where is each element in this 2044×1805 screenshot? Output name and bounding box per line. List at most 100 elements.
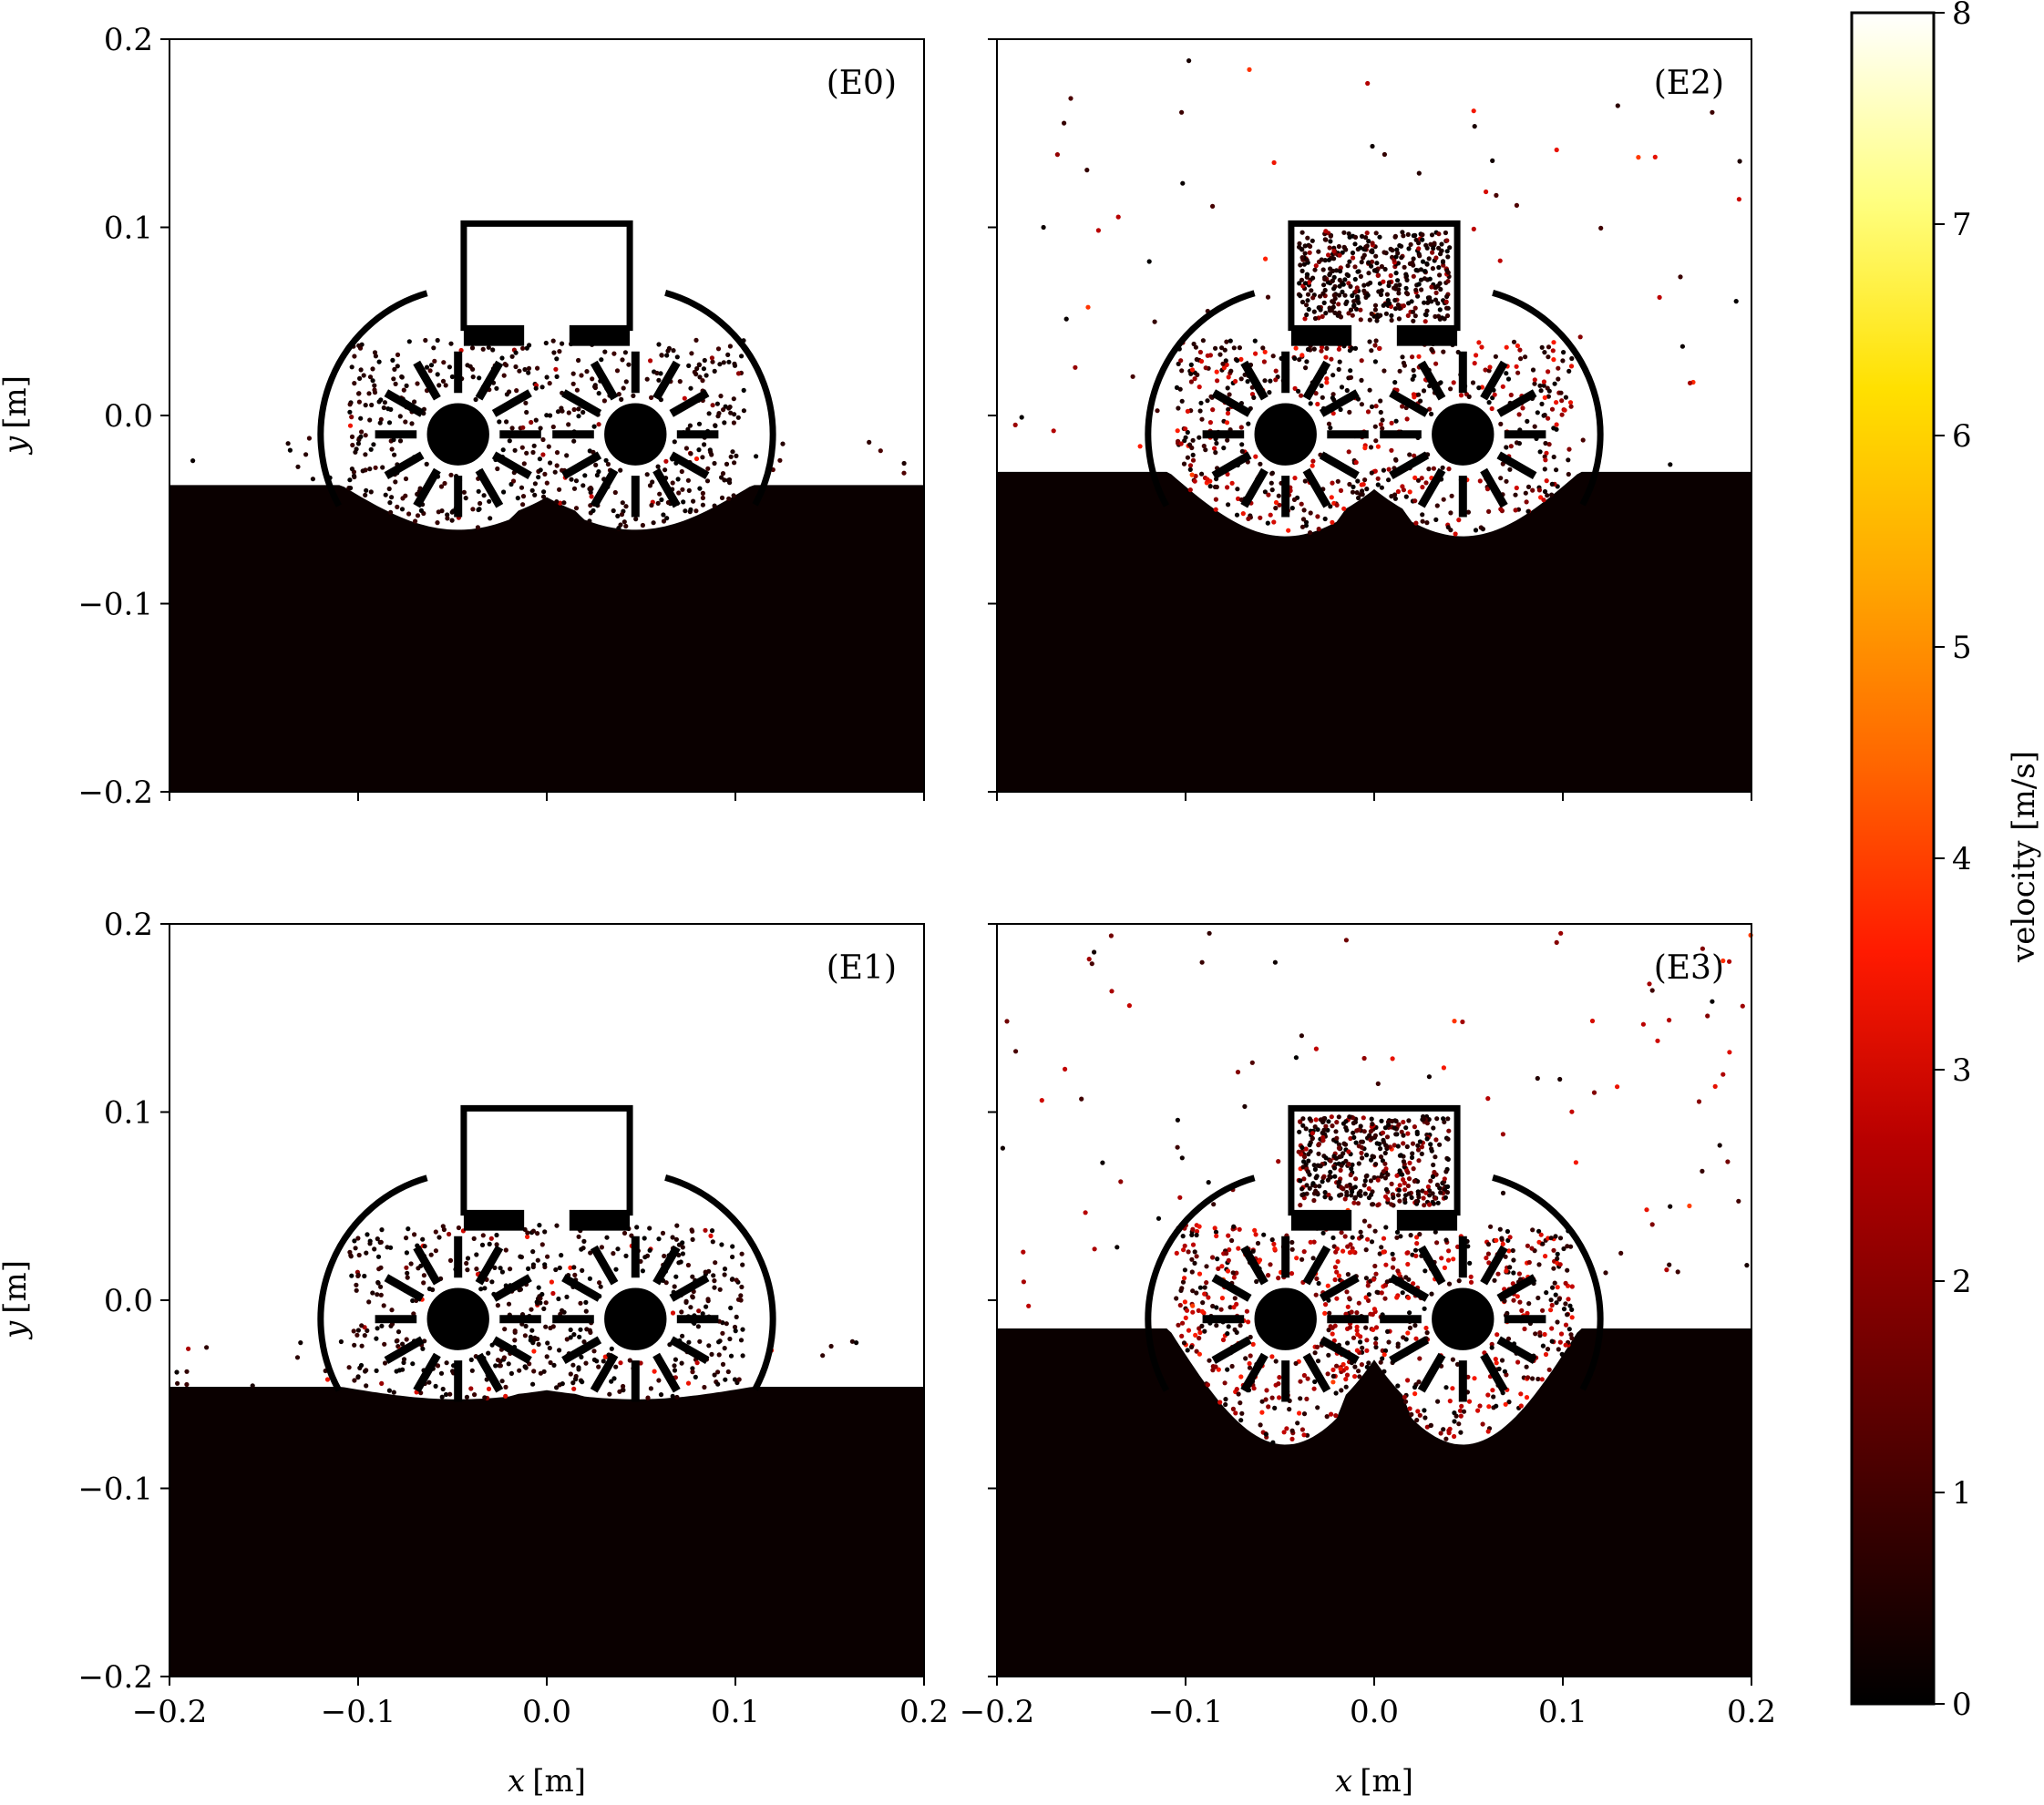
particle [1051,428,1056,434]
particle [1296,388,1301,394]
bucket-particle [1300,1123,1306,1128]
bucket-particle [1404,1144,1410,1150]
particle [1402,1394,1407,1400]
particle [580,1246,586,1251]
particle [1326,1328,1331,1333]
particle [733,1328,738,1334]
x-tick-label: 0.2 [899,1694,949,1730]
particle [465,363,470,368]
particle [1262,349,1268,354]
particle [1220,361,1226,366]
particle [498,1266,503,1271]
particle [1225,411,1231,416]
bucket-particle [1445,270,1451,275]
y-tick-label: −0.1 [77,587,153,623]
particle [1433,517,1439,523]
bucket-particle [1353,1176,1359,1182]
particle [1261,1232,1267,1237]
particle [1369,470,1374,476]
particle [1226,374,1231,380]
particle [1446,467,1452,472]
particle [1422,1306,1427,1311]
particle [1500,1190,1506,1195]
particle [1506,1248,1512,1254]
particle [476,488,481,494]
wheel-spoke [491,1336,532,1365]
particle [1359,358,1364,364]
particle [1412,1384,1418,1390]
particle [1185,1348,1190,1353]
particle [1000,1145,1005,1151]
particle [370,366,375,372]
bucket-particle [1339,1192,1344,1197]
shroud-left [317,290,428,508]
bucket-particle [1351,255,1356,261]
particle [439,1394,445,1400]
particle [550,1290,556,1297]
particle [548,413,553,418]
particle [709,355,715,361]
particle [1429,346,1434,353]
particle [1188,1344,1195,1349]
x-label-unit: [m] [1360,1763,1413,1800]
bucket-particle [1348,307,1354,313]
particle [359,429,365,435]
particle [596,1364,601,1369]
bucket-particle [1347,259,1352,264]
particle [1319,348,1324,354]
particle [621,1383,626,1390]
particle [358,367,364,373]
particle [542,1229,548,1235]
bucket-particle [1411,256,1416,262]
bucket-particle [1419,1144,1424,1150]
bucket-particle [1386,1123,1392,1128]
particle [1412,475,1418,480]
particle [613,1364,619,1369]
particle [820,1353,826,1359]
particle [616,526,621,531]
particle [1511,1257,1516,1263]
bucket-particle [1368,280,1373,286]
particle [1442,1265,1447,1270]
bucket-particle [1350,1189,1355,1195]
particle [687,423,693,428]
particle [184,1369,190,1374]
particle [1207,420,1213,426]
particle [644,376,650,382]
particle [507,438,512,444]
particle [1210,203,1216,209]
particle [1412,1323,1418,1328]
particle [406,339,412,344]
particle [1441,1065,1446,1071]
wheel-spoke [652,1245,681,1286]
particle [603,457,609,463]
particle [1476,385,1482,391]
particle [379,1323,385,1328]
particle [675,477,681,482]
particle [364,487,369,493]
particle [465,1267,470,1273]
particle [1289,1239,1295,1246]
particle [1178,358,1184,364]
particle [1507,1235,1513,1240]
bucket-particle [1396,316,1402,322]
particle [375,1254,382,1259]
particle [1498,476,1504,481]
wheel-spoke [1302,360,1331,401]
particle [1383,1225,1389,1230]
particle [725,352,731,357]
particle [404,383,409,388]
particle [1230,1270,1236,1276]
particle [1325,1371,1330,1377]
particle [355,1273,361,1278]
particle [347,409,353,415]
particle [1517,1299,1523,1305]
particle [1281,1430,1287,1435]
particle [619,512,625,518]
wheel-hub [602,1286,669,1352]
particle [1400,404,1405,409]
particle [1114,1245,1120,1250]
particle [396,1368,402,1373]
particle [1324,345,1330,351]
particle [391,437,396,443]
